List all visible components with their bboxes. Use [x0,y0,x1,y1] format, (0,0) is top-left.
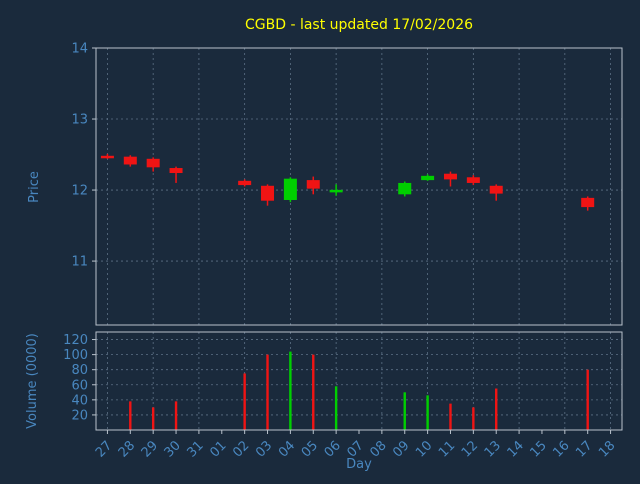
gridlines [96,47,622,430]
tick-label: 31 [184,438,206,460]
chart-title: CGBD - last updated 17/02/2026 [245,17,473,33]
candle-body [261,185,275,201]
price-panel-border [95,47,623,326]
candle-body [238,180,252,186]
volume-bar [334,386,338,430]
candle-body [581,197,595,208]
volume-axis-label: Volume (0000) [25,333,40,429]
volume-bar [449,403,452,430]
volume-bar [289,351,292,430]
tick-label: 03 [253,438,275,460]
candlestick-series [100,153,595,211]
volume-bar [426,395,429,430]
candle-body [123,156,137,165]
tick-label: 40 [71,393,88,408]
tick-label: 15 [527,438,549,460]
candle-body [283,178,297,200]
volume-bar [129,401,132,430]
tick-label: 11 [71,255,88,270]
tick-label: 13 [482,438,504,460]
tick-label: 04 [276,438,298,460]
tick-label: 28 [116,438,138,460]
candle-body [306,180,320,189]
volume-series [129,351,589,430]
candle-body [329,189,343,193]
volume-bar [266,354,269,430]
tick-label: 06 [322,438,344,460]
tick-label: 09 [390,438,412,460]
tick-label: 20 [71,408,88,423]
candle-body [466,177,480,183]
volume-bar [151,407,155,430]
tick-label: 02 [230,438,252,460]
volume-bar [472,407,475,430]
candle-body [398,182,412,195]
candle-body [489,185,503,194]
tick-label: 01 [207,438,229,460]
volume-bar [586,369,589,430]
candle-body [146,158,160,168]
tick-label: 12 [459,438,481,460]
tick-label: 14 [505,438,527,460]
tick-label: 30 [162,438,184,460]
tick-label: 29 [139,438,161,460]
tick-label: 11 [436,438,458,460]
tick-label: 18 [596,438,618,460]
tick-label: 80 [71,363,88,378]
volume-bar [312,354,315,430]
tick-label: 13 [71,113,88,128]
tick-label: 27 [93,438,115,460]
tick-label: 17 [573,438,595,460]
candle-body [421,175,435,181]
volume-bar [243,373,246,430]
candle-body [443,173,457,180]
x-axis-label: Day [346,457,372,472]
price-axis-label: Price [27,171,42,203]
tick-label: 14 [71,42,88,57]
tick-label: 60 [71,378,88,393]
tick-label: 12 [71,184,88,199]
candle-body [100,155,114,159]
volume-bar [174,401,178,430]
tick-label: 10 [413,438,435,460]
volume-bar [495,388,498,430]
volume-bar [403,392,406,430]
tick-label: 05 [299,438,321,460]
tick-label: 100 [63,348,88,363]
tick-label: 120 [63,333,88,348]
candle-body [169,168,183,174]
tick-label: 16 [550,438,572,460]
